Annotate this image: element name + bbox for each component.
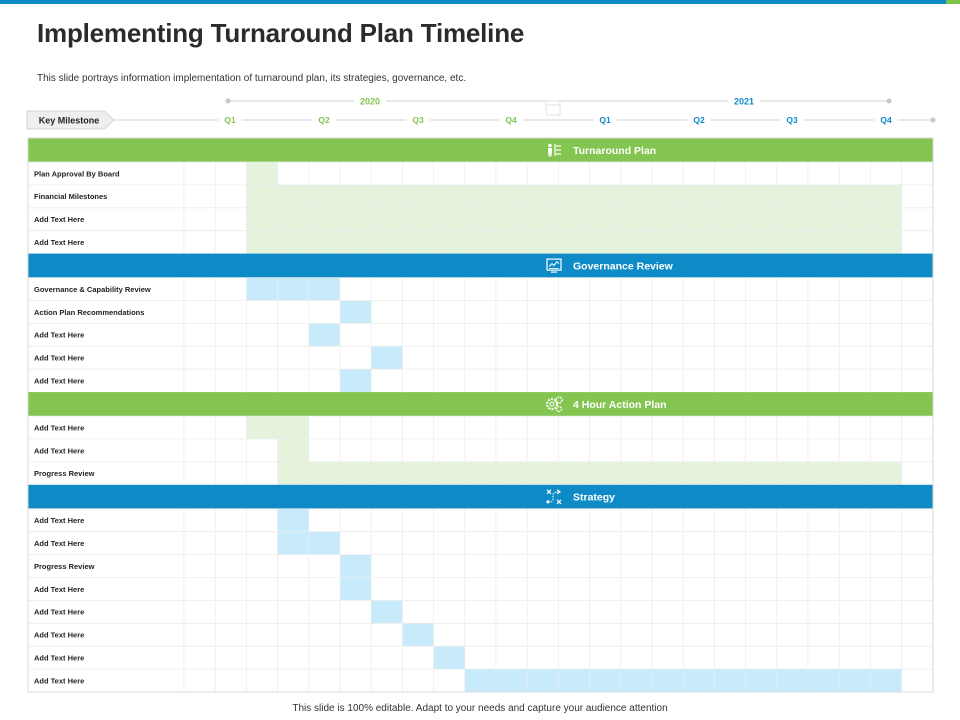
row-label: Add Text Here (34, 676, 84, 685)
row-label: Add Text Here (34, 608, 84, 617)
gantt-bar (246, 277, 340, 301)
grid-lines (28, 161, 934, 692)
calendar-icon (545, 100, 561, 116)
quarter-label-bg (218, 113, 242, 127)
row-label: Add Text Here (34, 516, 84, 525)
quarter-label: Q3 (786, 115, 798, 125)
quarter-label-bg (687, 113, 711, 127)
section-header-0 (28, 138, 933, 162)
row-label: Action Plan Recommendations (34, 308, 144, 317)
quarter-label: Q4 (880, 115, 892, 125)
row-label: Progress Review (34, 469, 95, 478)
gantt-bar (433, 646, 465, 670)
gantt-bar (277, 508, 309, 532)
section-title: Governance Review (573, 260, 674, 272)
page-title: Implementing Turnaround Plan Timeline (37, 18, 525, 48)
section-header-1 (28, 253, 933, 278)
row-label: Financial Milestones (34, 192, 107, 201)
quarter-label: Q1 (224, 115, 236, 125)
quarter-label-bg (780, 113, 804, 127)
row-label: Add Text Here (34, 354, 84, 363)
people-list-icon (548, 143, 561, 157)
key-milestone-tag (26, 110, 115, 130)
gantt-bar (246, 184, 902, 208)
gantt-bar (402, 623, 434, 647)
gantt-bar (277, 439, 309, 462)
quarter-label: Q2 (318, 115, 330, 125)
quarter-label-bg (593, 113, 617, 127)
gantt-bar (246, 207, 902, 231)
top-accent-green (946, 0, 960, 4)
gantt-bar (340, 577, 372, 601)
footer-note: This slide is 100% editable. Adapt to yo… (292, 703, 668, 714)
row-label: Add Text Here (34, 446, 84, 455)
strategy-path-icon (546, 489, 562, 505)
chart-screen-icon (546, 258, 562, 273)
row-label: Add Text Here (34, 376, 84, 385)
quarter-label: Q3 (412, 115, 424, 125)
gantt-bar (308, 323, 340, 347)
quarter-label-bg (874, 113, 898, 127)
quarter-label-bg (406, 113, 430, 127)
year-label-2021: 2021 (734, 97, 754, 107)
section-header-2 (28, 392, 933, 417)
section-title: Strategy (573, 492, 615, 504)
grid-border (27, 137, 934, 693)
quarter-label: Q2 (693, 115, 705, 125)
gantt-bar (371, 600, 403, 624)
gantt-bar (246, 230, 902, 254)
quarter-label-bg (499, 113, 523, 127)
row-label: Add Text Here (34, 238, 84, 247)
year-axis-start-dot (225, 98, 231, 104)
row-label: Add Text Here (34, 215, 84, 224)
section-title: Turnaround Plan (573, 145, 656, 157)
top-accent-bar (0, 0, 960, 4)
section-header-3 (28, 484, 933, 509)
gantt-bar (340, 300, 372, 324)
quarter-label: Q1 (599, 115, 611, 125)
year-axis-end-dot (886, 98, 892, 104)
row-label: Add Text Here (34, 423, 84, 432)
year-label-2020: 2020 (360, 97, 380, 107)
row-label: Plan Approval By Board (34, 169, 120, 178)
section-title: 4 Hour Action Plan (573, 399, 667, 411)
row-label: Add Text Here (34, 585, 84, 594)
row-label: Add Text Here (34, 539, 84, 548)
row-label: Governance & Capability Review (34, 285, 151, 294)
gantt-timeline: 2020 2021 Q1 Q2 Q3 Q4 Q1 Q2 Q3 Q4 Key Milestone Tur… (26, 94, 936, 693)
row-label: Add Text Here (34, 653, 84, 662)
year-label-bg (354, 94, 386, 108)
gantt-bar (371, 346, 403, 370)
key-milestone-label: Key Milestone (39, 116, 100, 126)
row-label: Add Text Here (34, 631, 84, 640)
row-label: Progress Review (34, 562, 95, 571)
gantt-bar (340, 369, 372, 393)
page-subtitle: This slide portrays information implemen… (37, 73, 467, 84)
gantt-bar (340, 554, 372, 578)
year-label-bg (728, 94, 760, 108)
quarter-axis-end-dot (930, 117, 936, 123)
row-label: Add Text Here (34, 331, 84, 340)
gantt-bar (246, 162, 278, 185)
gears-icon (546, 396, 563, 413)
quarter-label-bg (312, 113, 336, 127)
quarter-label: Q4 (505, 115, 517, 125)
